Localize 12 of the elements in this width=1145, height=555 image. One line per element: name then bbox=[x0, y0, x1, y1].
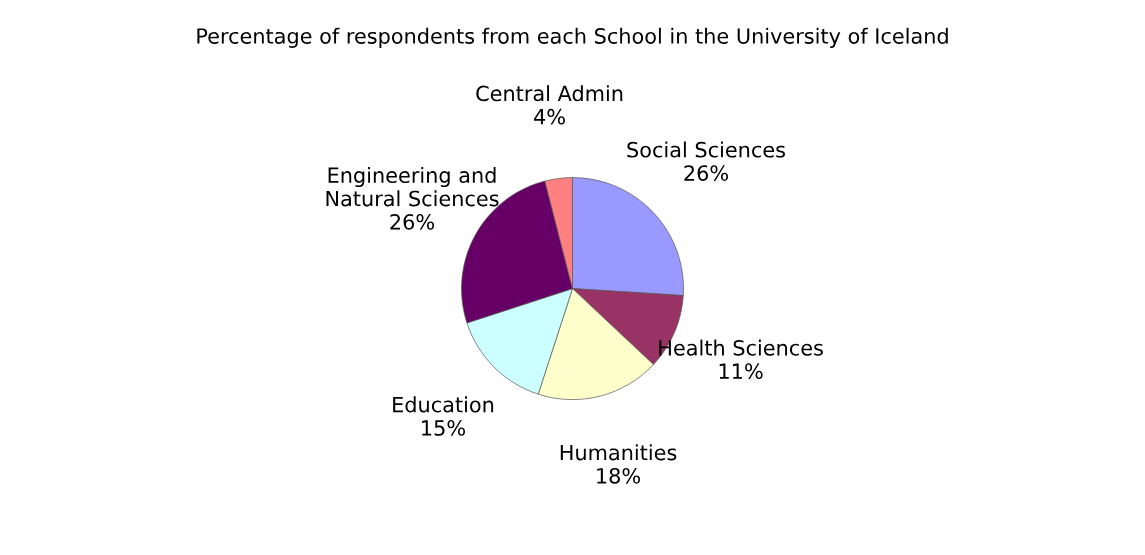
data-label: 26% bbox=[684, 165, 729, 181]
slice-label: Humanities bbox=[560, 444, 677, 461]
chart-title: Percentage of respondents from each School in the University of Iceland bbox=[197, 27, 948, 48]
slice-label: Central Admin bbox=[476, 85, 623, 102]
slice-label: Social Sciences bbox=[627, 141, 785, 158]
data-label: 15% bbox=[422, 420, 465, 436]
data-label: 26% bbox=[390, 213, 435, 230]
slice-label: Education bbox=[393, 396, 494, 413]
data-label: 18% bbox=[597, 467, 641, 484]
data-label: 11% bbox=[719, 363, 763, 380]
slice-label: Engineering and Natural Sciences bbox=[326, 166, 499, 207]
data-label: 4% bbox=[534, 108, 565, 125]
